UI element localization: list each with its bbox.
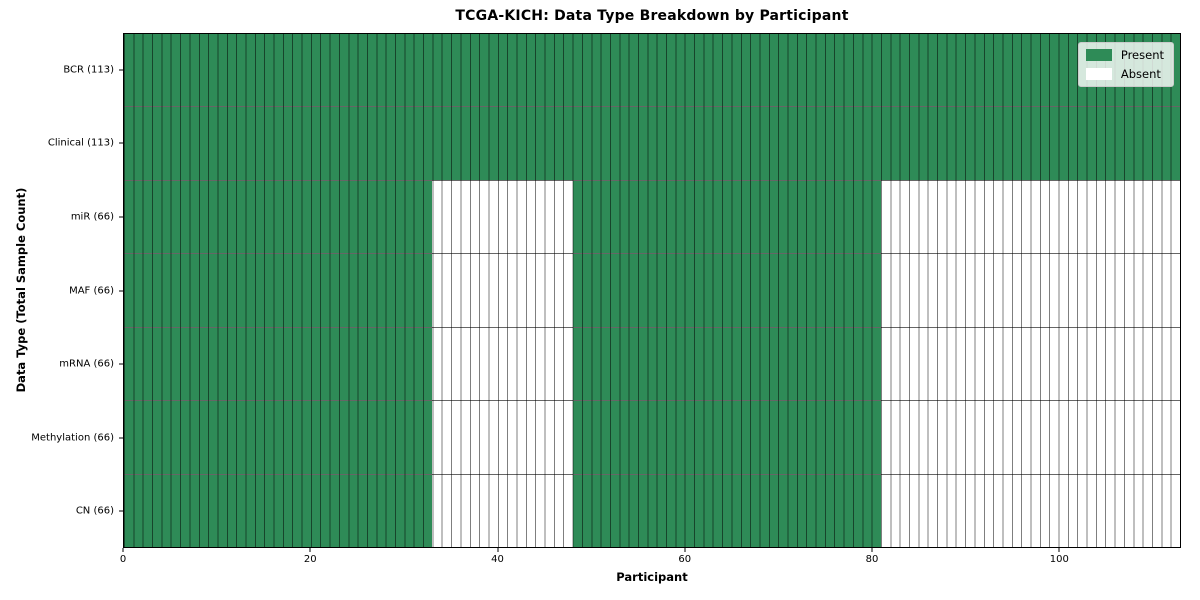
heatmap-row — [124, 254, 1180, 328]
x-tick-mark — [122, 548, 124, 552]
heatmap-segment-present — [124, 107, 1180, 180]
y-tick-mark — [119, 510, 123, 512]
heatmap-segment-absent — [880, 474, 1180, 547]
heatmap-segment-present — [572, 254, 881, 327]
heatmap-segment-absent — [880, 180, 1180, 254]
legend-swatch-present — [1085, 49, 1112, 61]
x-tick-mark — [497, 548, 498, 552]
chart-title: TCGA-KICH: Data Type Breakdown by Partic… — [455, 8, 849, 24]
heatmap-segment-present — [572, 180, 881, 254]
y-tick-label: CN (66) — [75, 505, 114, 517]
heatmap-row — [124, 401, 1180, 475]
x-tick-mark — [1058, 548, 1060, 552]
heatmap-segment-absent — [432, 180, 573, 254]
legend-label-present: Present — [1120, 48, 1164, 62]
legend-label-absent: Absent — [1120, 67, 1161, 81]
x-tick-mark — [871, 548, 873, 552]
x-tick-label: 0 — [119, 554, 127, 565]
heatmap-segment-absent — [432, 401, 573, 474]
heatmap-row — [124, 180, 1180, 255]
y-tick-mark — [119, 437, 123, 439]
y-tick-label: miR (66) — [70, 211, 114, 223]
heatmap-segment-absent — [432, 327, 573, 401]
y-tick-mark — [119, 363, 123, 365]
y-tick-label: BCR (113) — [63, 64, 114, 76]
y-tick-mark — [119, 69, 123, 71]
x-axis-ticks: 0 20 40 60 80 100 — [119, 548, 1181, 570]
heatmap-segment-present — [572, 401, 881, 474]
x-tick-mark — [684, 548, 686, 552]
heatmap-segment-present — [124, 254, 433, 327]
y-tick-label: MAF (66) — [69, 285, 114, 296]
plot-area: Present Absent — [123, 33, 1181, 548]
heatmap-segment-present — [572, 474, 881, 547]
heatmap-segment-present — [572, 327, 881, 401]
y-tick-mark — [119, 290, 123, 291]
y-tick-label: Methylation (66) — [31, 432, 114, 444]
heatmap-row — [124, 107, 1180, 181]
legend-item-absent: Absent — [1085, 67, 1164, 81]
y-tick-mark — [119, 142, 123, 144]
heatmap-segment-present — [124, 180, 433, 254]
heatmap-segment-present — [124, 474, 433, 547]
heatmap-segment-present — [124, 34, 1180, 107]
x-axis-label: Participant — [616, 570, 688, 584]
legend-swatch-absent — [1085, 68, 1112, 80]
heatmap-row — [124, 327, 1180, 402]
heatmap-segment-present — [124, 401, 433, 474]
y-tick-mark — [119, 216, 123, 218]
x-tick-label: 100 — [1049, 554, 1069, 565]
heatmap-segment-absent — [432, 254, 573, 327]
y-tick-label: mRNA (66) — [59, 358, 114, 370]
x-tick-label: 20 — [303, 554, 317, 565]
heatmap-segment-present — [124, 327, 433, 401]
heatmap-segment-absent — [432, 474, 573, 547]
heatmap-row — [124, 474, 1180, 547]
heatmap-segment-absent — [880, 254, 1180, 327]
x-tick-mark — [309, 548, 311, 552]
legend: Present Absent — [1077, 42, 1174, 87]
x-tick-label: 60 — [678, 554, 692, 565]
heatmap-segment-absent — [880, 401, 1180, 474]
y-tick-label: Clinical (113) — [47, 137, 114, 149]
rows-container — [124, 34, 1180, 547]
x-tick-label: 40 — [491, 554, 504, 565]
x-tick-label: 80 — [865, 554, 879, 565]
legend-item-present: Present — [1085, 48, 1164, 62]
heatmap-row — [124, 34, 1180, 108]
y-axis-ticks: BCR (113) Clinical (113) miR (66) MAF (66) m… — [0, 33, 123, 548]
heatmap-segment-absent — [880, 327, 1180, 401]
